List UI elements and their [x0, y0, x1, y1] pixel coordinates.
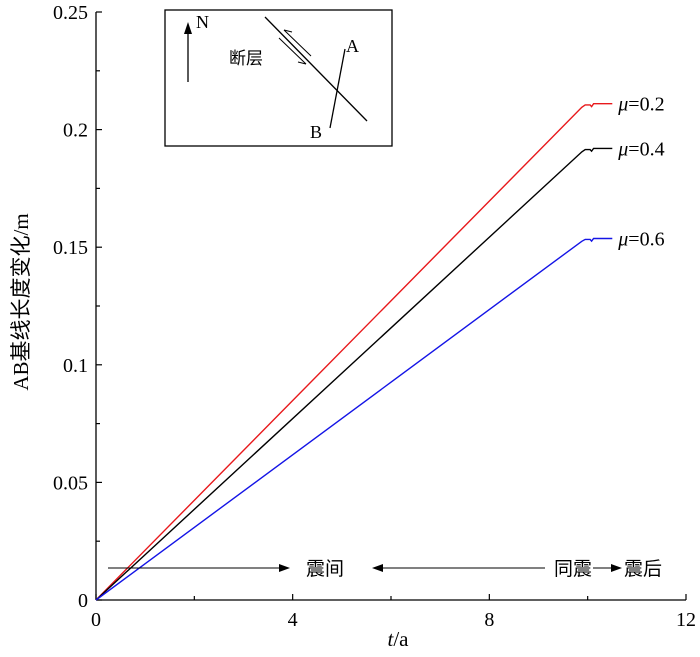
fault-slip-head-upper-icon — [283, 29, 293, 33]
y-tick-label: 0.2 — [63, 120, 88, 142]
y-tick-label: 0.15 — [53, 237, 88, 259]
series-line-2 — [95, 147, 613, 601]
point-b-label: B — [310, 122, 322, 142]
inset-map: N 断层 A B — [164, 9, 393, 147]
interseismic-label: 震间 — [306, 558, 344, 580]
coseismic-label: 同震 — [554, 558, 592, 580]
fault-slip-arrow-upper-icon — [283, 29, 312, 57]
y-axis-title: AB基线长度变化/m — [9, 213, 33, 390]
fault-line — [264, 16, 368, 122]
series-label-value: =0.4 — [628, 138, 664, 160]
phase-annotations: 震间 同震 震后 — [108, 558, 662, 580]
inset-frame — [164, 9, 393, 147]
series-labels: μ=0.2μ=0.4μ=0.6 — [617, 94, 664, 251]
series-line-3 — [95, 237, 613, 601]
baseline-ab — [329, 48, 346, 129]
series-line-1 — [95, 102, 613, 601]
coseismic-arrowhead — [372, 564, 383, 572]
series-label-1: μ=0.2 — [617, 94, 664, 116]
postseismic-arrowhead — [611, 564, 622, 572]
north-arrowhead-icon — [184, 22, 192, 34]
series-group — [95, 102, 613, 601]
x-axis-title: t/a — [388, 627, 410, 651]
series-label-mu: μ — [617, 138, 628, 160]
x-tick-label: 4 — [288, 609, 298, 631]
x-tick-label: 0 — [91, 609, 101, 631]
y-tick-label: 0.1 — [63, 355, 88, 377]
point-a-label: A — [346, 36, 359, 56]
x-tick-label: 12 — [676, 609, 696, 631]
fault-slip-head-lower-icon — [297, 61, 307, 65]
y-tick-label: 0.25 — [53, 2, 88, 24]
ticks: 0 4 8 12 0 0.05 0.1 0.15 0.2 0.25 — [53, 2, 696, 631]
x-tick-label: 8 — [484, 609, 494, 631]
x-axis-var: t — [388, 627, 395, 651]
series-label-mu: μ — [617, 228, 628, 250]
series-label-3: μ=0.6 — [617, 228, 664, 250]
series-label-mu: μ — [617, 94, 628, 116]
north-label: N — [196, 12, 209, 32]
interseismic-arrowhead — [279, 564, 290, 572]
postseismic-label: 震后 — [624, 558, 662, 580]
fault-slip-arrow-lower-icon — [278, 37, 307, 65]
series-label-value: =0.2 — [628, 94, 664, 116]
y-tick-label: 0 — [78, 590, 88, 612]
x-axis-unit: /a — [393, 627, 409, 651]
series-label-2: μ=0.4 — [617, 138, 664, 160]
fault-label: 断层 — [229, 49, 263, 69]
series-label-value: =0.6 — [628, 228, 664, 250]
y-tick-label: 0.05 — [53, 472, 88, 494]
